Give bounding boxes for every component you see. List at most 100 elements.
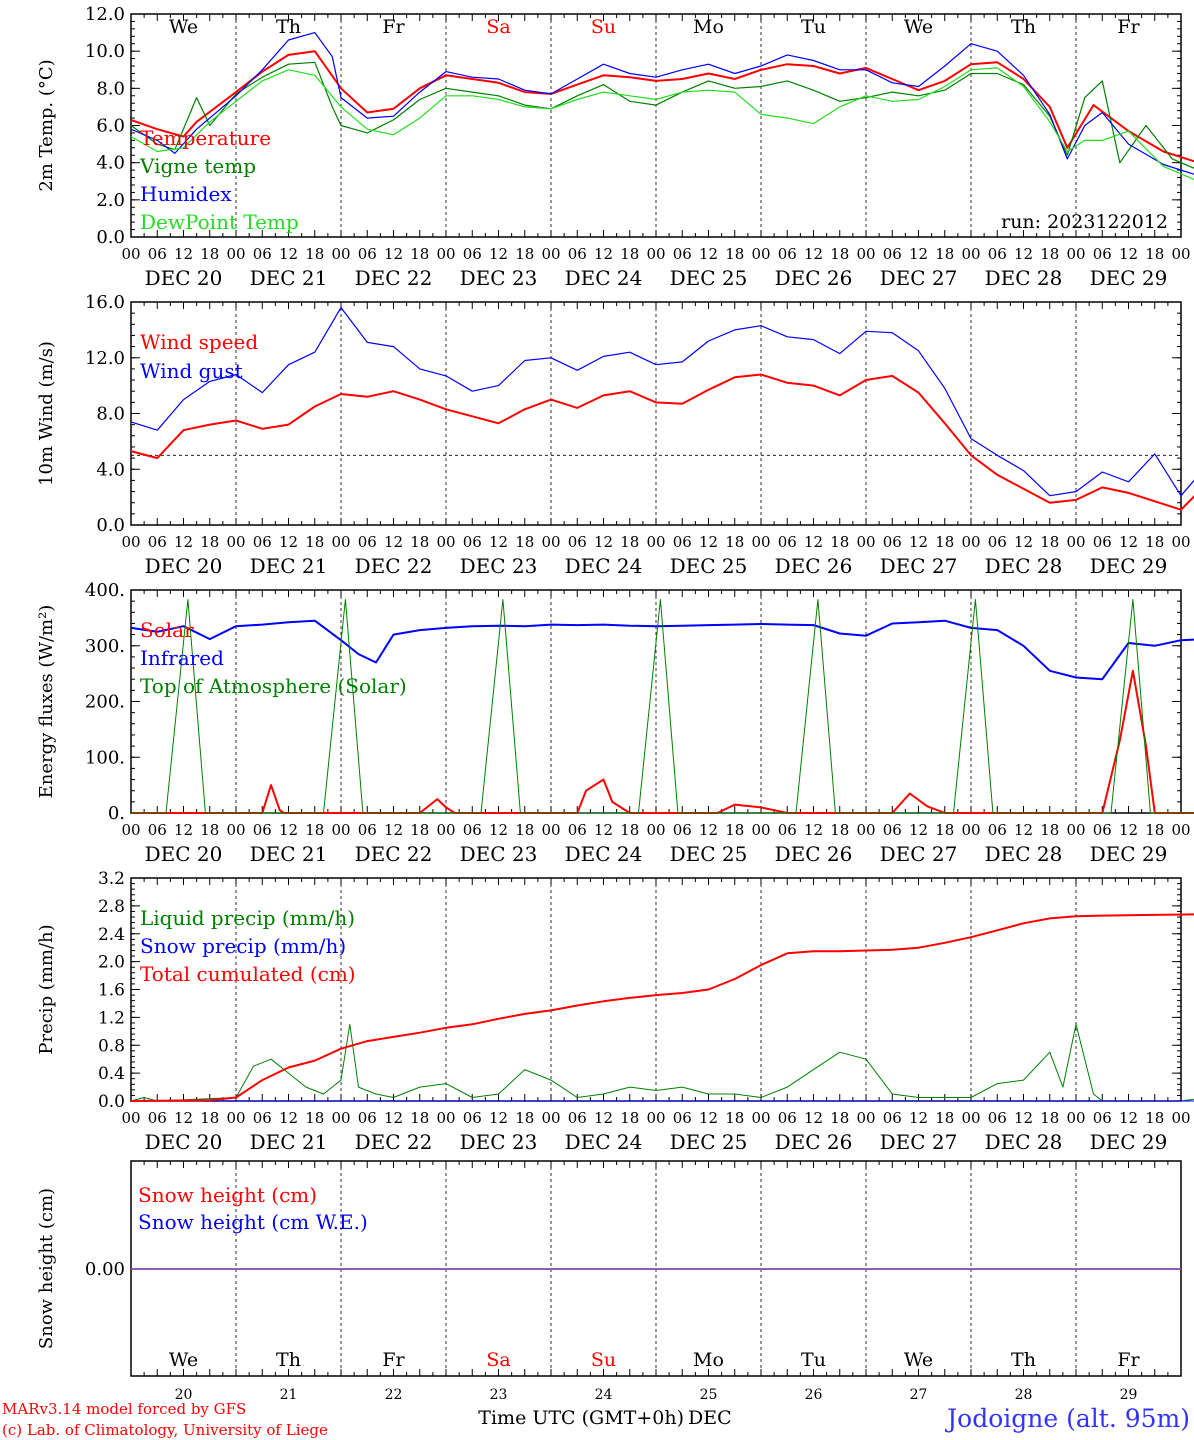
- hour-tick-label: 12: [1014, 821, 1033, 839]
- date-label: DEC 28: [985, 554, 1063, 578]
- hour-tick-label: 06: [988, 821, 1007, 839]
- day-number-label: 28: [1015, 1387, 1033, 1403]
- y-tick-label: 8.0: [96, 78, 125, 99]
- date-label: DEC 24: [565, 842, 643, 866]
- legend-label: Humidex: [140, 182, 232, 206]
- hour-tick-label: 06: [988, 245, 1007, 263]
- date-label: DEC 24: [565, 266, 643, 290]
- hour-tick-label: 00: [751, 533, 770, 551]
- hour-tick-label: 18: [1040, 1109, 1059, 1127]
- series-line: [131, 669, 1194, 814]
- hour-tick-label: 18: [410, 533, 429, 551]
- hour-tick-label: 06: [988, 1109, 1007, 1127]
- hour-tick-label: 12: [1119, 1109, 1138, 1127]
- date-label: DEC 25: [670, 266, 748, 290]
- date-label: DEC 22: [355, 266, 433, 290]
- energy-flux-panel: 0. 100. 200. 300. 400. Energy fluxes (W/m²) So…: [36, 580, 1194, 866]
- weekday-label: Tu: [801, 1349, 826, 1371]
- hour-tick-label: 06: [673, 1109, 692, 1127]
- hour-tick-label: 18: [515, 245, 534, 263]
- hour-tick-label: 06: [358, 1109, 377, 1127]
- date-label: DEC 24: [565, 554, 643, 578]
- day-number-label: 29: [1120, 1387, 1138, 1403]
- y-tick-label: 0.4: [98, 1064, 125, 1084]
- series-line: [130, 1023, 1194, 1102]
- date-label: DEC 25: [670, 1130, 748, 1154]
- weekday-label: Mo: [693, 16, 724, 38]
- legend-label: Temperature: [140, 126, 271, 150]
- y-tick-label: 2.0: [98, 953, 125, 973]
- hour-tick-label: 00: [121, 533, 140, 551]
- temperature-panel: 0.0 2.0 4.0 6.0 8.0 10.0 12.0 2m Temp. (°C) We Th…: [36, 4, 1194, 290]
- hour-tick-label: 00: [751, 1109, 770, 1127]
- hour-tick-label: 00: [1066, 821, 1085, 839]
- y-axis-label: 2m Temp. (°C): [36, 59, 57, 191]
- series-line: [130, 913, 1194, 1102]
- date-label: DEC 29: [1090, 1130, 1168, 1154]
- hour-tick-label: 12: [1014, 533, 1033, 551]
- hour-tick-label: 00: [541, 821, 560, 839]
- date-label: DEC 20: [145, 842, 223, 866]
- weekday-label: Fr: [1117, 16, 1140, 38]
- y-tick-label: 0.0: [96, 227, 125, 248]
- day-number-label: 22: [385, 1387, 403, 1403]
- hour-tick-label: 06: [148, 533, 167, 551]
- y-tick-label: 300.: [85, 636, 125, 657]
- y-tick-label: 4.0: [96, 153, 125, 174]
- date-label: DEC 22: [355, 842, 433, 866]
- weekday-label: Fr: [382, 16, 405, 38]
- legend-label: Snow precip (mm/h): [140, 934, 346, 958]
- hour-tick-label: 12: [699, 1109, 718, 1127]
- hour-tick-label: 12: [489, 533, 508, 551]
- date-label: DEC 23: [460, 842, 538, 866]
- hour-tick-label: 00: [646, 533, 665, 551]
- date-label: DEC 25: [670, 554, 748, 578]
- plot-frame: [130, 13, 1182, 238]
- hour-tick-label: 06: [358, 821, 377, 839]
- hour-tick-label: 12: [594, 1109, 613, 1127]
- hour-tick-label: 18: [620, 533, 639, 551]
- legend-label: Total cumulated (cm): [140, 962, 356, 986]
- hour-tick-label: 18: [1145, 533, 1164, 551]
- hour-tick-label: 18: [1145, 245, 1164, 263]
- date-label: DEC 22: [355, 554, 433, 578]
- hour-tick-label: 18: [515, 821, 534, 839]
- hour-tick-label: 06: [463, 245, 482, 263]
- hour-tick-label: 12: [1014, 245, 1033, 263]
- weekday-label: We: [904, 1349, 933, 1371]
- day-number-label: 21: [280, 1387, 298, 1403]
- hour-tick-label: 06: [568, 533, 587, 551]
- date-label: DEC 23: [460, 1130, 538, 1154]
- date-label: DEC 21: [250, 266, 328, 290]
- y-tick-label: 0.: [108, 803, 125, 824]
- hour-tick-label: 00: [226, 821, 245, 839]
- y-tick-label: 0.0: [98, 1092, 125, 1112]
- y-tick-label: 10.0: [85, 41, 125, 62]
- hour-tick-label: 18: [935, 1109, 954, 1127]
- legend-label: Solar: [140, 618, 194, 642]
- hour-tick-label: 06: [673, 821, 692, 839]
- hour-tick-label: 06: [883, 245, 902, 263]
- date-label: DEC 26: [775, 554, 853, 578]
- hour-tick-label: 18: [200, 533, 219, 551]
- hour-tick-label: 12: [594, 533, 613, 551]
- hour-tick-label: 12: [174, 821, 193, 839]
- hour-tick-label: 12: [1119, 245, 1138, 263]
- weekday-label: Su: [591, 16, 616, 38]
- hour-tick-label: 06: [568, 1109, 587, 1127]
- date-label: DEC 23: [460, 266, 538, 290]
- hour-tick-label: 00: [751, 245, 770, 263]
- hour-tick-label: 00: [856, 245, 875, 263]
- hour-tick-label: 12: [174, 1109, 193, 1127]
- weekday-label: Fr: [382, 1349, 405, 1371]
- weekday-label: Mo: [693, 1349, 724, 1371]
- date-label: DEC 21: [250, 554, 328, 578]
- hour-tick-label: 00: [856, 821, 875, 839]
- hour-tick-label: 12: [489, 821, 508, 839]
- hour-tick-label: 12: [279, 245, 298, 263]
- wind-panel: 0.0 4.0 8.0 12.0 16.0 10m Wind (m/s) Wind spee…: [36, 292, 1194, 578]
- y-tick-label: 1.2: [98, 1008, 125, 1028]
- date-label: DEC 26: [775, 1130, 853, 1154]
- hour-tick-label: 06: [148, 821, 167, 839]
